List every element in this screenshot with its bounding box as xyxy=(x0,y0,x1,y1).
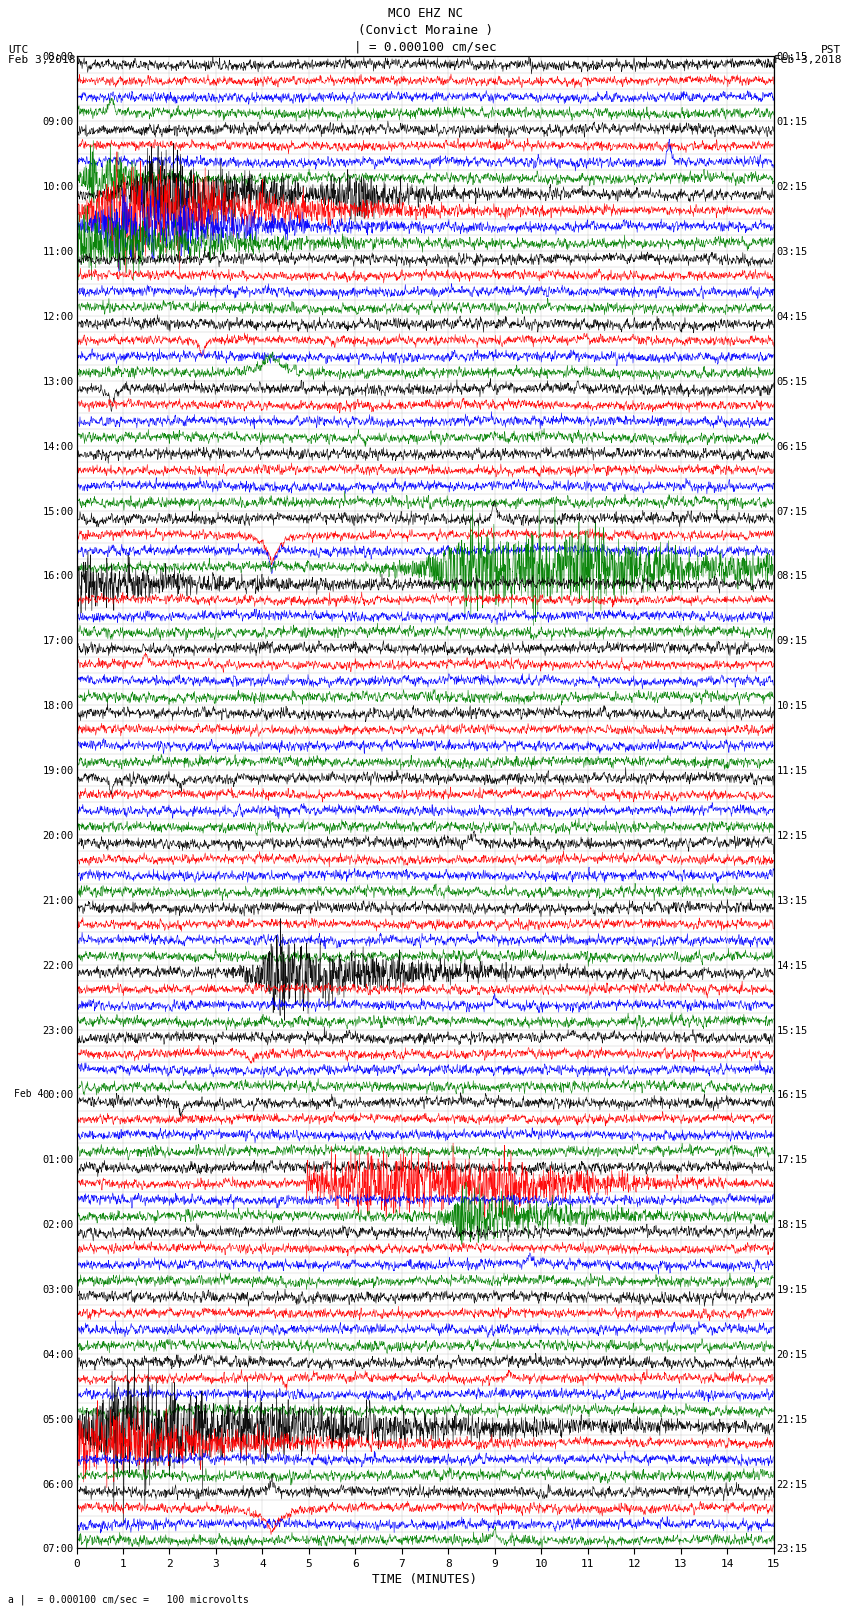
Text: Feb 3,2018: Feb 3,2018 xyxy=(774,55,842,65)
Text: UTC: UTC xyxy=(8,45,29,55)
Title: MCO EHZ NC
(Convict Moraine )
| = 0.000100 cm/sec: MCO EHZ NC (Convict Moraine ) | = 0.0001… xyxy=(354,6,496,53)
Text: Feb 4: Feb 4 xyxy=(14,1089,43,1100)
Text: PST: PST xyxy=(821,45,842,55)
Text: Feb 3,2018: Feb 3,2018 xyxy=(8,55,76,65)
Text: a |  = 0.000100 cm/sec =   100 microvolts: a | = 0.000100 cm/sec = 100 microvolts xyxy=(8,1594,249,1605)
X-axis label: TIME (MINUTES): TIME (MINUTES) xyxy=(372,1573,478,1586)
